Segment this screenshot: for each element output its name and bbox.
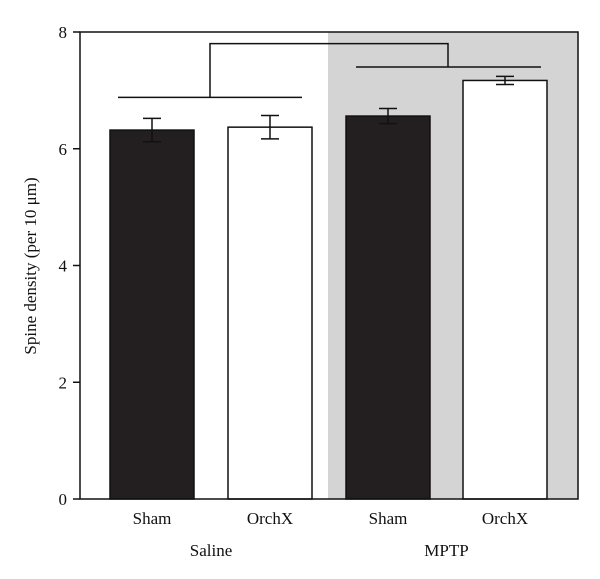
bar-saline-orchx [227,126,313,500]
x-label-saline-sham: Sham [133,509,172,528]
x-axis-labels: Sham OrchX Sham OrchX Saline MPTP [133,509,529,560]
plot-frame [79,31,579,500]
y-tick-label-6: 6 [59,140,68,159]
y-axis-title: Spine density (per 10 μm) [21,177,40,354]
bar-saline-sham [109,129,195,500]
bars [109,75,548,500]
bar-mptp-sham [345,115,431,500]
y-tick-label-8: 8 [59,23,68,42]
x-label-mptp-sham: Sham [369,509,408,528]
error-bar-mptp-orchx [496,75,514,86]
group-label-mptp: MPTP [424,541,468,560]
error-bar-mptp-sham [379,107,397,125]
group-label-saline: Saline [190,541,233,560]
x-label-mptp-orchx: OrchX [482,509,528,528]
y-tick-label-4: 4 [59,257,68,276]
y-axis: 0 2 4 6 8 [59,23,80,509]
error-bar-saline-orchx [261,114,279,140]
bar-mptp-orchx [462,79,548,500]
comparison-brackets [118,42,541,99]
y-tick-label-2: 2 [59,373,68,392]
x-label-saline-orchx: OrchX [247,509,293,528]
y-tick-label-0: 0 [59,490,68,509]
error-bar-saline-sham [143,117,161,143]
bracket-saline-vs-mptp [209,42,449,98]
